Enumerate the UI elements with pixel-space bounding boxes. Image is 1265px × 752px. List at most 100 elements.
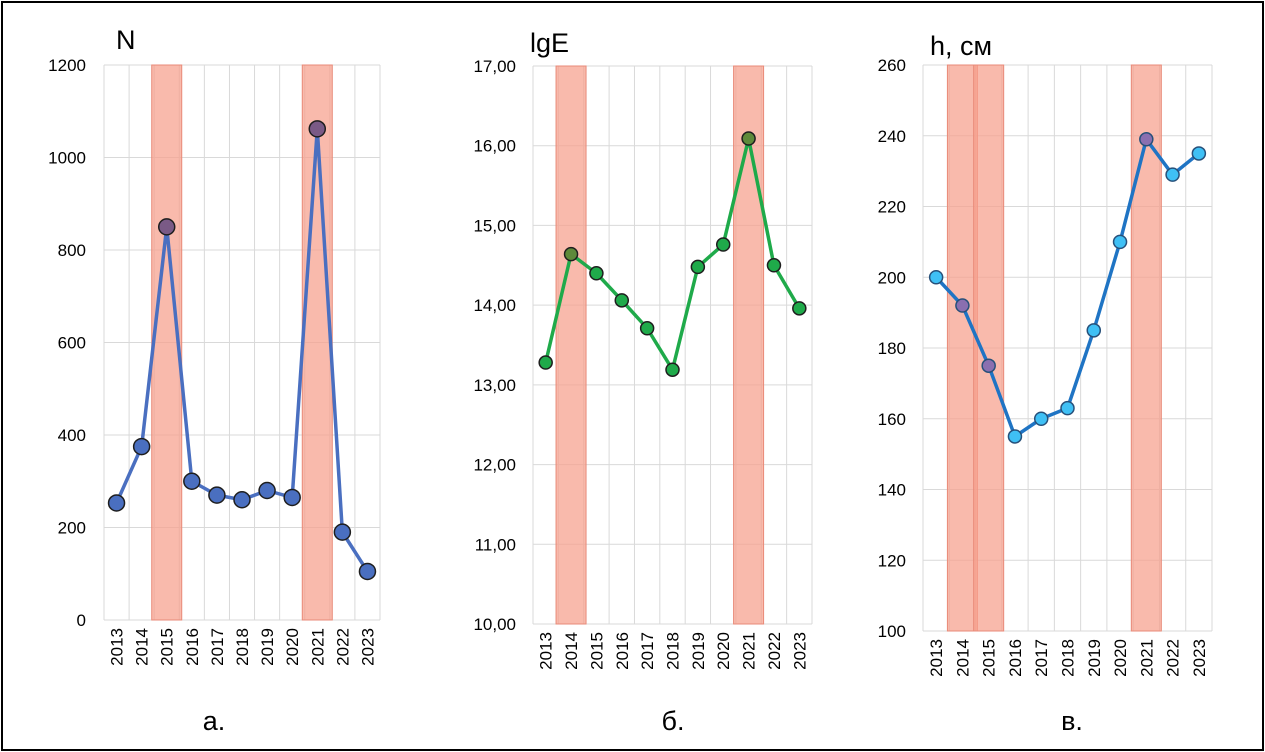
- x-tick-label: 2020: [1111, 639, 1130, 677]
- panel-label: б.: [662, 706, 685, 736]
- data-point: [741, 131, 756, 146]
- x-tick-label: 2014: [562, 632, 581, 670]
- y-tick-label: 11,00: [475, 535, 516, 554]
- y-tick-labels: 100 120 140 160 180 200 220 240 260: [878, 56, 906, 641]
- x-tick-label: 2020: [283, 628, 302, 666]
- y-tick-label: 12,00: [473, 456, 516, 475]
- data-points: [538, 131, 807, 377]
- x-tick-label: 2013: [537, 632, 556, 670]
- y-tick-label: 14,00: [473, 296, 516, 315]
- y-tick-label: 220: [878, 198, 906, 217]
- data-point: [981, 358, 996, 373]
- data-point: [766, 258, 782, 273]
- x-tick-label: 2023: [790, 632, 809, 670]
- data-point: [690, 259, 706, 275]
- data-point: [589, 266, 604, 281]
- panel-label: в.: [1061, 706, 1083, 736]
- data-point: [1165, 167, 1180, 182]
- y-tick-label: 200: [58, 519, 86, 538]
- x-tick-label: 2021: [740, 632, 759, 670]
- x-tick-label: 2022: [333, 628, 352, 666]
- y-tick-label: 1000: [48, 149, 86, 168]
- x-tick-label: 2019: [689, 632, 708, 670]
- x-tick-label: 2015: [587, 632, 606, 670]
- x-tick-label: 2014: [953, 639, 972, 677]
- data-point: [1112, 234, 1128, 250]
- x-tick-label: 2022: [765, 632, 784, 670]
- x-tick-label: 2018: [233, 628, 252, 666]
- axis-title: N: [116, 25, 136, 55]
- y-tick-label: 240: [878, 127, 906, 146]
- data-point: [1060, 400, 1075, 416]
- x-tick-label: 2021: [308, 628, 327, 666]
- y-tick-label: 180: [878, 339, 906, 358]
- y-tick-label: 17,00: [473, 57, 516, 76]
- panel-label: а.: [203, 706, 226, 736]
- data-points: [107, 120, 377, 581]
- data-point: [333, 523, 352, 541]
- highlight-band: [973, 64, 1005, 632]
- data-point: [233, 491, 251, 509]
- y-tick-label: 13,00: [473, 376, 516, 395]
- y-tick-label: 15,00: [473, 216, 516, 235]
- x-tick-label: 2016: [613, 632, 632, 670]
- x-tick-label: 2021: [1137, 639, 1156, 677]
- y-tick-label: 0: [77, 611, 86, 630]
- x-tick-label: 2022: [1164, 639, 1183, 677]
- data-point: [107, 494, 126, 512]
- y-tick-label: 600: [58, 334, 86, 353]
- data-point: [132, 437, 151, 456]
- y-tick-label: 120: [878, 551, 906, 570]
- data-point: [1139, 132, 1154, 147]
- y-tick-label: 100: [878, 622, 906, 641]
- chart-panel-c: 100 120 140 160 180 200 220 240 260 2013 2014 2015…: [878, 31, 1213, 736]
- x-tick-label: 2017: [638, 632, 657, 670]
- x-tick-label: 2014: [133, 628, 152, 666]
- y-tick-label: 800: [58, 241, 86, 260]
- data-point: [258, 481, 276, 500]
- x-tick-label: 2023: [1190, 639, 1209, 677]
- data-point: [308, 120, 327, 138]
- x-tick-label: 2016: [183, 628, 202, 666]
- highlight-bands: [555, 65, 765, 625]
- y-tick-label: 200: [878, 268, 906, 287]
- x-tick-label: 2016: [1006, 639, 1025, 677]
- y-tick-label: 140: [878, 481, 906, 500]
- x-tick-labels: 2013 2014 2015 2016 2017 2018 2019 2020 2021 2022…: [108, 628, 378, 666]
- y-tick-labels: 0 200 400 600 800 1000 1200: [48, 56, 86, 630]
- x-tick-label: 2018: [1059, 639, 1078, 677]
- y-tick-label: 260: [878, 56, 906, 75]
- data-point: [183, 472, 201, 490]
- x-tick-label: 2019: [1085, 639, 1104, 677]
- data-point: [715, 237, 731, 252]
- data-point: [792, 301, 807, 316]
- axis-title: h, см: [930, 31, 992, 61]
- data-point: [1191, 146, 1207, 161]
- data-point: [1086, 323, 1102, 338]
- y-tick-labels: 10,00 11,00 12,00 13,00 14,00 15,00 16,00 17,00: [473, 57, 516, 634]
- x-tick-label: 2018: [664, 632, 683, 670]
- highlight-band: [733, 65, 765, 625]
- highlight-band: [301, 64, 333, 621]
- data-point: [358, 562, 377, 581]
- x-tick-label: 2015: [158, 628, 177, 666]
- y-tick-label: 10,00: [473, 615, 516, 634]
- data-point: [208, 486, 226, 504]
- data-point: [928, 270, 944, 285]
- y-tick-label: 400: [58, 426, 86, 445]
- data-point: [538, 355, 553, 370]
- x-tick-labels: 2013 2014 2015 2016 2017 2018 2019 2020 2021 2022…: [537, 632, 810, 670]
- x-tick-label: 2017: [208, 628, 227, 666]
- x-tick-label: 2023: [358, 628, 377, 666]
- data-point: [1007, 429, 1023, 444]
- x-tick-label: 2015: [980, 639, 999, 677]
- highlight-band: [946, 64, 978, 632]
- x-tick-label: 2019: [258, 628, 277, 666]
- data-point: [1033, 411, 1049, 426]
- y-tick-label: 16,00: [473, 137, 516, 156]
- chart-panel-b: 10,00 11,00 12,00 13,00 14,00 15,00 16,00 17,00…: [473, 28, 813, 736]
- x-tick-label: 2017: [1032, 639, 1051, 677]
- data-point: [563, 246, 579, 262]
